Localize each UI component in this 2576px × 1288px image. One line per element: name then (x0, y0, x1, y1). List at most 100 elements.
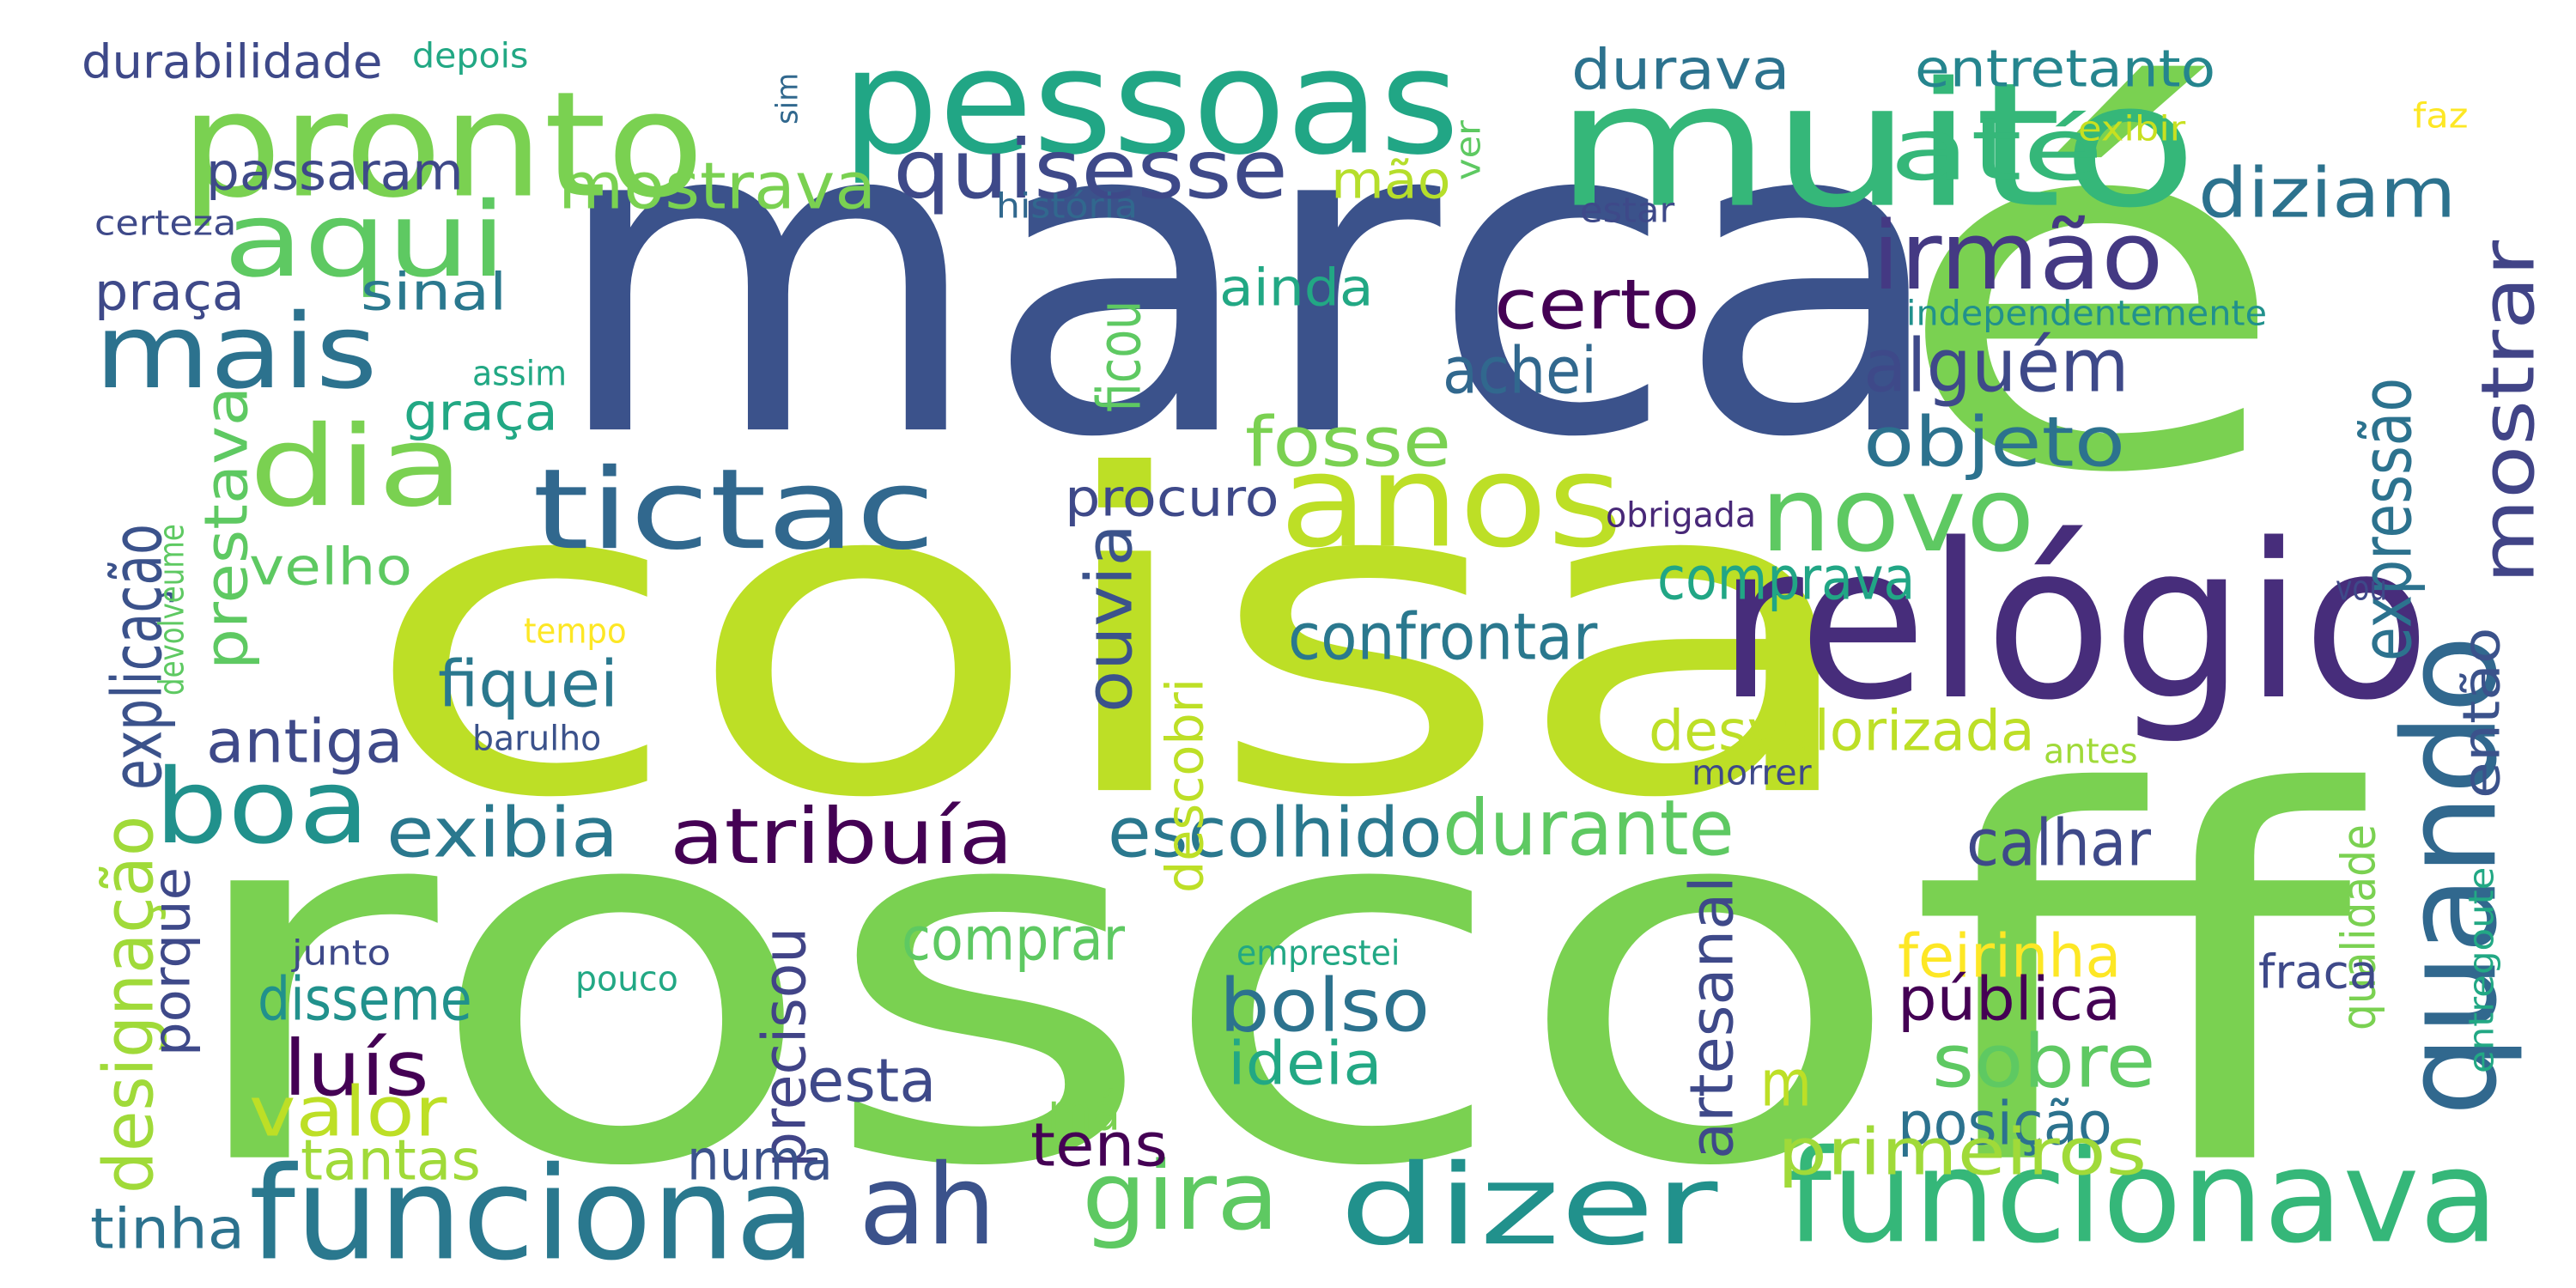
word-publica: pública (1898, 965, 2122, 1035)
word-calhar: calhar (1966, 805, 2151, 881)
word-certeza: certeza (94, 203, 237, 243)
word-bolso: bolso (1219, 963, 1431, 1049)
word-depois: depois (412, 35, 529, 76)
word-marca: marca (550, 24, 1949, 533)
word-assim: assim (472, 353, 568, 393)
word-descobri: descobri (1155, 677, 1215, 893)
word-numa: numa (687, 1128, 833, 1194)
word-fiquei: fiquei (438, 647, 618, 722)
word-tictac: tictac (532, 445, 936, 575)
word-ideia: ideia (1228, 1030, 1382, 1099)
word-diziam: diziam (2198, 153, 2457, 234)
word-independentemente: independentemente (1906, 293, 2268, 333)
word-roscoff: roscoff (172, 688, 2354, 1278)
word-objeto: objeto (1863, 402, 2126, 483)
word-pronto: pronto (180, 60, 705, 231)
word-entregoute: entregoute (2461, 866, 2501, 1073)
word-faz: faz (2413, 95, 2469, 136)
word-primeiros: primeiros (1777, 1115, 2148, 1190)
word-tempo: tempo (524, 611, 627, 651)
word-alguem: alguém (1863, 324, 2129, 410)
word-anos: anos (1279, 427, 1623, 577)
word-boa: boa (155, 746, 370, 867)
word-desvalorizada: desvalorizada (1649, 699, 2035, 764)
word-entretanto: entretanto (1915, 39, 2216, 99)
word-ouvia: ouvia (1072, 524, 1147, 713)
word-irmao: irmão (1872, 202, 2164, 312)
word-mao: mão (1331, 150, 1451, 210)
word-dia: dia (249, 402, 465, 532)
word-pouco: pouco (575, 958, 678, 999)
word-coisa: coisa (361, 385, 1872, 894)
word-porque: porque (142, 866, 202, 1056)
word-e: é (1889, 2, 2293, 582)
word-muito: muito (1554, 45, 2198, 246)
word-junto: junto (292, 933, 392, 973)
word-posicao: posição (1898, 1090, 2112, 1159)
word-m: m (1760, 1046, 1812, 1121)
word-graca: graça (404, 382, 558, 442)
word-tantas: tantas (301, 1128, 481, 1194)
word-mostrar: mostrar (2466, 240, 2552, 584)
word-comprava: comprava (1657, 544, 1916, 614)
word-ah: ah (859, 1140, 997, 1271)
word-confrontar: confrontar (1288, 599, 1598, 675)
word-sim: sim (769, 72, 805, 125)
word-gira: gira (1082, 1142, 1279, 1252)
word-ma: má (1048, 1082, 1121, 1142)
word-tinha: tinha (90, 1197, 246, 1262)
word-entao: então (2451, 627, 2512, 799)
word-ficou: ficou (1085, 300, 1155, 412)
word-exibia: exibia (386, 793, 619, 873)
word-durante: durante (1443, 783, 1735, 873)
word-exibir: exibir (2078, 108, 2186, 149)
word-ver: ver (1448, 120, 1488, 180)
word-escolhido: escolhido (1108, 793, 1443, 873)
word-prestava: prestava (192, 386, 262, 670)
word-dizer: dizer (1340, 1140, 1718, 1271)
word-devolveume: devolveume (151, 524, 191, 696)
word-vou: vou (2336, 568, 2388, 608)
word-fraca: fraca (2258, 944, 2379, 999)
word-artesanal: artesanal (1678, 876, 1747, 1159)
word-funcionava: funcionava (1786, 1122, 2499, 1273)
word-historia: história (996, 185, 1139, 226)
word-ainda: ainda (1219, 258, 1374, 318)
word-sobre: sobre (1932, 1019, 2156, 1105)
word-atribuia: atribuía (670, 792, 1014, 882)
word-passaram: passaram (206, 142, 464, 202)
word-funciona: funciona (249, 1139, 817, 1288)
word-novo: novo (1760, 454, 2035, 575)
word-relogio: relógio (1717, 497, 2431, 747)
word-fosse: fosse (1245, 402, 1452, 483)
word-achei: achei (1443, 333, 1597, 409)
word-obrigada: obrigada (1606, 495, 1757, 535)
word-quisesse: quisesse (893, 121, 1288, 217)
word-antes: antes (2044, 731, 2138, 771)
word-durabilidade: durabilidade (82, 33, 383, 89)
word-emprestei: emprestei (1236, 933, 1400, 973)
word-esta: esta (807, 1047, 937, 1116)
word-comprar: comprar (902, 905, 1126, 975)
word-pessoas: pessoas (841, 17, 1460, 188)
word-praca: praça (94, 262, 245, 322)
word-velho: velho (249, 537, 413, 597)
word-feirinha: feirinha (1898, 922, 2122, 992)
word-luis: luís (283, 1024, 429, 1114)
word-procuro: procuro (1065, 468, 1279, 528)
word-ate: até (1889, 100, 2105, 200)
word-tens: tens (1030, 1111, 1168, 1181)
word-mais: mais (94, 291, 378, 412)
word-expressao: expressão (2347, 378, 2427, 661)
word-antiga: antiga (206, 708, 404, 777)
word-disseme: disseme (258, 965, 472, 1035)
word-estar: estar (1580, 190, 1675, 230)
word-certo: certo (1494, 264, 1700, 345)
word-mostrava: mostrava (558, 149, 877, 224)
word-morrer: morrer (1692, 752, 1812, 793)
word-barulho: barulho (472, 718, 602, 758)
word-sinal: sinal (361, 262, 507, 322)
word-qualidade: qualidade (2330, 824, 2386, 1030)
word-durava: durava (1571, 38, 1790, 103)
